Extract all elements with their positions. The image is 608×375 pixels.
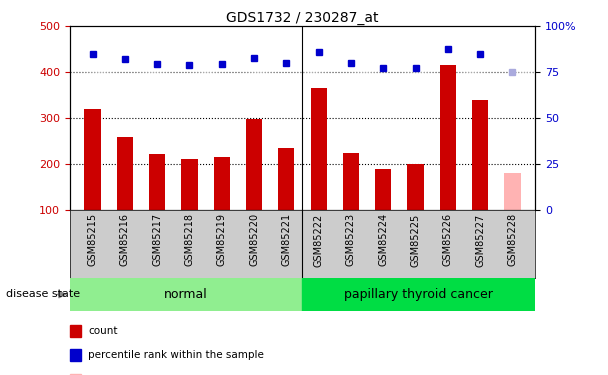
Bar <box>472 100 488 210</box>
Text: GSM85226: GSM85226 <box>443 213 453 267</box>
Text: GSM85224: GSM85224 <box>378 213 389 267</box>
Text: normal: normal <box>164 288 208 301</box>
Text: GSM85220: GSM85220 <box>249 213 259 267</box>
Bar <box>440 65 456 210</box>
Bar <box>311 88 326 210</box>
Bar <box>246 119 262 210</box>
Text: GSM85227: GSM85227 <box>475 213 485 267</box>
Bar <box>85 109 100 210</box>
Bar <box>149 154 165 210</box>
Bar <box>343 153 359 210</box>
Text: GSM85228: GSM85228 <box>508 213 517 267</box>
Text: GSM85219: GSM85219 <box>216 213 227 266</box>
Bar <box>70 278 302 311</box>
Bar <box>278 148 294 210</box>
Bar <box>505 173 520 210</box>
Text: papillary thyroid cancer: papillary thyroid cancer <box>344 288 493 301</box>
Bar <box>117 136 133 210</box>
Text: GSM85225: GSM85225 <box>410 213 421 267</box>
Text: GSM85221: GSM85221 <box>282 213 291 267</box>
Text: GSM85218: GSM85218 <box>184 213 195 266</box>
Text: count: count <box>88 326 118 336</box>
Title: GDS1732 / 230287_at: GDS1732 / 230287_at <box>226 11 379 25</box>
Bar <box>302 278 535 311</box>
Text: percentile rank within the sample: percentile rank within the sample <box>88 350 264 360</box>
Bar <box>181 159 198 210</box>
Bar <box>213 157 230 210</box>
Text: GSM85216: GSM85216 <box>120 213 130 266</box>
Text: disease state: disease state <box>6 290 80 299</box>
Text: GSM85222: GSM85222 <box>314 213 323 267</box>
Bar <box>375 169 392 210</box>
Text: GSM85215: GSM85215 <box>88 213 97 267</box>
Bar <box>407 164 424 210</box>
Text: GSM85217: GSM85217 <box>152 213 162 267</box>
Text: GSM85223: GSM85223 <box>346 213 356 267</box>
